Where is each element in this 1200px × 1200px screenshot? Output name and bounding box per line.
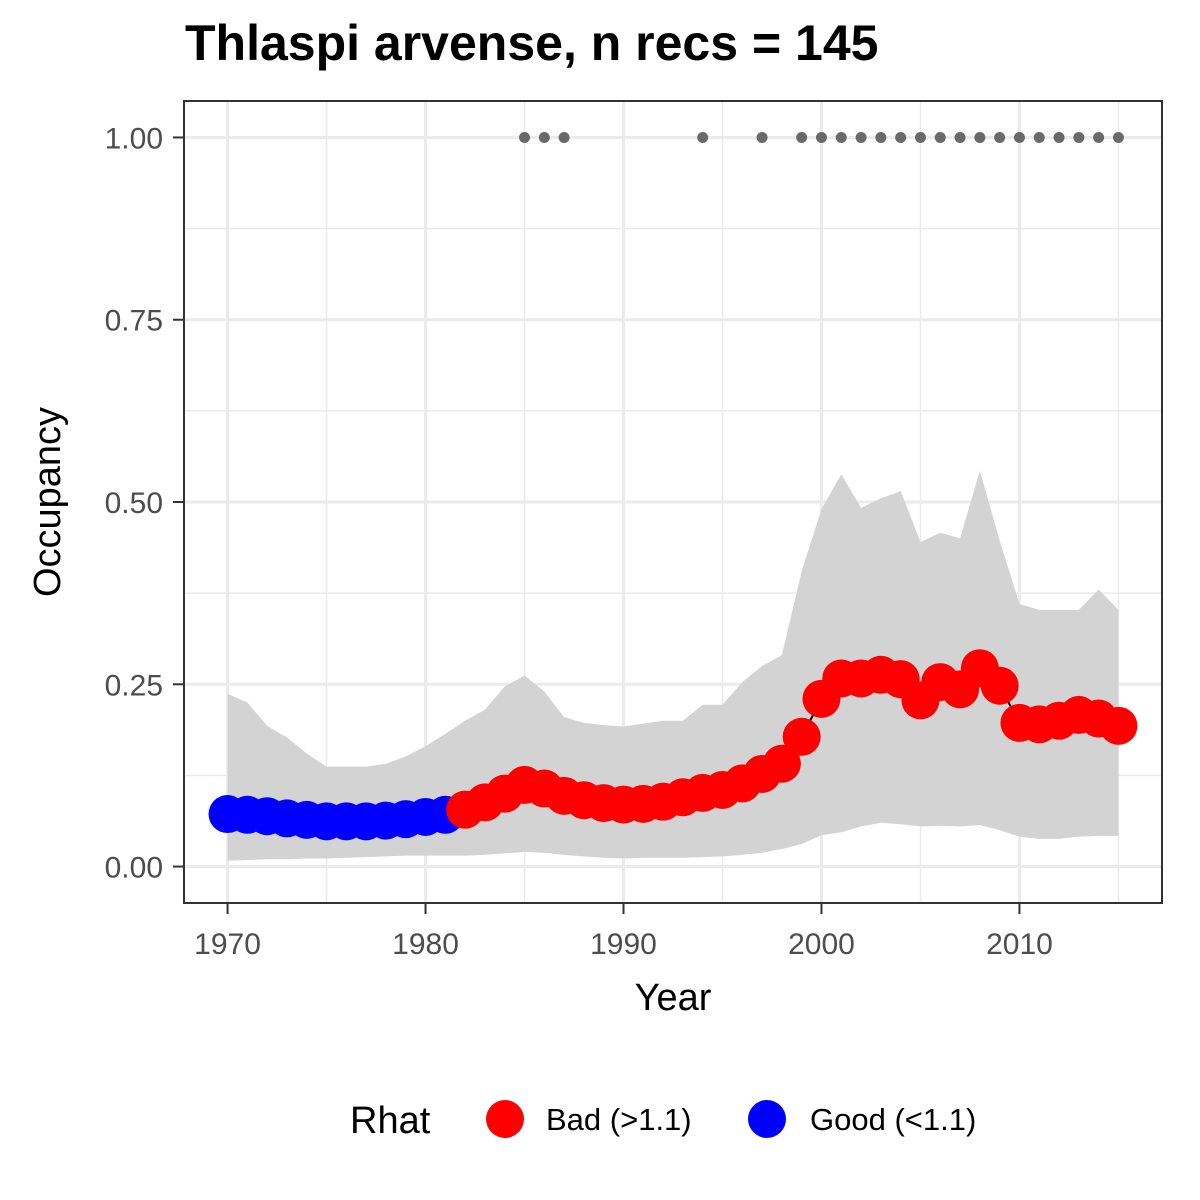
x-axis-title: Year [635, 977, 712, 1019]
record-dot [1112, 131, 1124, 143]
legend-key-bad [486, 1100, 524, 1138]
record-dot [994, 131, 1006, 143]
legend-key-good [748, 1100, 786, 1138]
data-point-bad [980, 666, 1019, 705]
record-dot [1073, 131, 1085, 143]
y-tick-label: 0.00 [105, 852, 163, 885]
record-dot [1053, 131, 1065, 143]
legend-title: Rhat [350, 1100, 431, 1142]
record-dot [697, 131, 709, 143]
record-dot [756, 131, 768, 143]
legend-label-bad: Bad (>1.1) [546, 1102, 692, 1137]
record-dot [954, 131, 966, 143]
record-dot [835, 131, 847, 143]
y-tick-label: 0.50 [105, 487, 163, 520]
record-dot [558, 131, 570, 143]
y-tick-label: 1.00 [105, 122, 163, 155]
y-tick-label: 0.25 [105, 669, 163, 702]
chart-title: Thlaspi arvense, n recs = 145 [185, 15, 879, 71]
record-dot [914, 131, 926, 143]
y-axis-title: Occupancy [27, 407, 69, 597]
ci-ribbon [227, 470, 1119, 861]
credible-interval-ribbon [227, 470, 1119, 861]
record-dot [875, 131, 887, 143]
record-dot [796, 131, 808, 143]
record-dot [815, 131, 827, 143]
record-dot [538, 131, 550, 143]
record-dots [519, 131, 1124, 143]
y-tick-label: 0.75 [105, 305, 163, 338]
axes: 1970 1980 1990 2000 2010 0.00 0.25 0.50 0.75 1.00 [105, 122, 1053, 961]
x-tick-label: 1970 [194, 928, 261, 961]
data-point-bad [1099, 706, 1138, 745]
record-dot [1013, 131, 1025, 143]
x-tick-label: 1990 [590, 928, 657, 961]
record-dot [855, 131, 867, 143]
record-dot [934, 131, 946, 143]
x-tick-label: 2010 [986, 928, 1053, 961]
record-dot [1093, 131, 1105, 143]
record-dot [974, 131, 986, 143]
legend-label-good: Good (<1.1) [810, 1102, 976, 1137]
record-dot [1033, 131, 1045, 143]
data-point-bad [782, 717, 821, 756]
record-dot [895, 131, 907, 143]
record-dot [519, 131, 531, 143]
x-tick-label: 2000 [788, 928, 855, 961]
x-tick-label: 1980 [392, 928, 459, 961]
legend: Rhat Bad (>1.1) Good (<1.1) [350, 1100, 976, 1142]
occupancy-points [208, 649, 1138, 841]
data-point-bad [762, 744, 801, 783]
